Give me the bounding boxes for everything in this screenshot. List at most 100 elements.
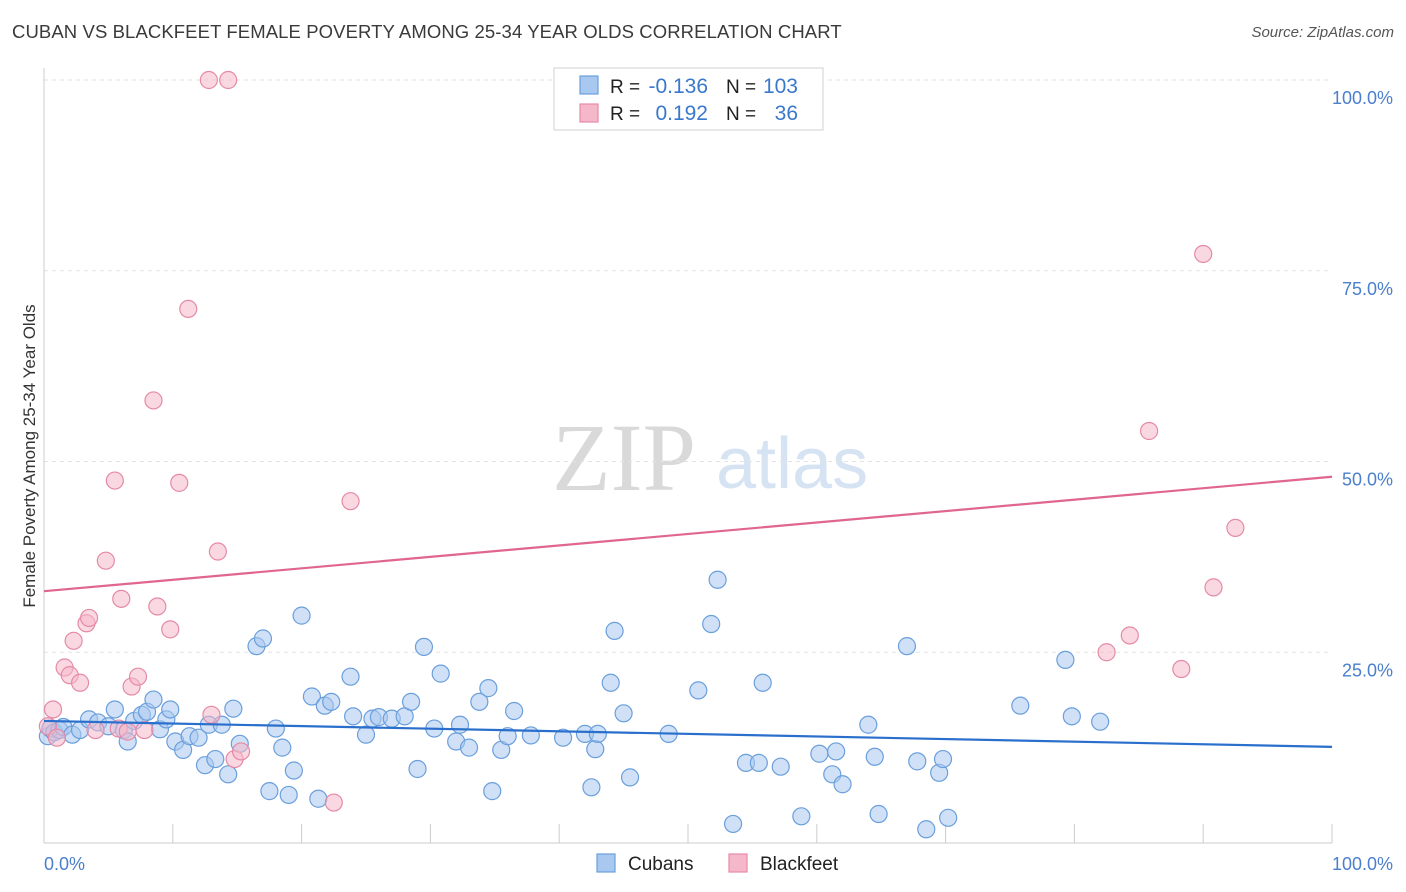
point-blackfeet: [324, 793, 343, 812]
point-cubans: [1011, 696, 1030, 715]
point-cubans: [601, 673, 620, 692]
x-tick-label-max: 100.0%: [1332, 854, 1393, 874]
point-cubans: [810, 744, 829, 763]
series-cubans: [38, 570, 1110, 839]
point-cubans: [521, 726, 540, 745]
y-tick-label: 50.0%: [1342, 470, 1393, 490]
point-cubans: [253, 629, 273, 648]
point-cubans: [865, 747, 884, 766]
point-cubans: [279, 785, 298, 805]
point-blackfeet: [1172, 659, 1191, 679]
point-blackfeet: [341, 492, 360, 511]
point-blackfeet: [128, 667, 148, 686]
y-tick-label: 25.0%: [1342, 660, 1393, 680]
point-cubans: [341, 667, 360, 686]
watermark-atlas: atlas: [716, 424, 868, 504]
point-cubans: [284, 761, 303, 780]
point-cubans: [459, 738, 479, 757]
point-cubans: [827, 742, 846, 761]
point-blackfeet: [161, 620, 180, 639]
legend-swatch-blackfeet: [579, 103, 599, 123]
point-cubans: [723, 814, 743, 834]
legend-n-value-blackfeet: 36: [775, 102, 798, 125]
point-cubans: [897, 637, 917, 656]
point-blackfeet: [170, 473, 189, 492]
point-blackfeet: [199, 70, 218, 90]
legend-box: [553, 67, 824, 131]
gridlines: [44, 79, 1332, 653]
legend-bottom: Cubans Blackfeet: [596, 853, 839, 875]
legend-bottom-swatch-cubans: [596, 853, 616, 873]
point-cubans: [479, 679, 498, 698]
watermark-zip: ZIP: [552, 404, 696, 511]
point-blackfeet: [79, 608, 99, 628]
legend-r-label-cubans: R =: [610, 77, 640, 98]
point-cubans: [1091, 712, 1110, 731]
y-axis-title: Female Poverty Among 25-34 Year Olds: [20, 304, 39, 607]
point-cubans: [917, 820, 936, 839]
legend-r-value-cubans: -0.136: [648, 75, 708, 98]
point-cubans: [553, 728, 573, 747]
point-cubans: [219, 765, 238, 784]
point-blackfeet: [105, 471, 124, 490]
point-blackfeet: [135, 720, 154, 740]
point-cubans: [431, 664, 450, 683]
point-cubans: [833, 775, 852, 794]
y-tick-label: 100.0%: [1332, 88, 1393, 108]
point-blackfeet: [70, 673, 90, 692]
y-axis-tick-labels: 25.0% 50.0% 75.0% 100.0%: [1332, 88, 1393, 680]
point-cubans: [105, 700, 124, 719]
point-cubans: [702, 614, 721, 634]
point-blackfeet: [1204, 578, 1223, 597]
legend-swatch-cubans: [579, 75, 599, 95]
legend-r-value-blackfeet: 0.192: [655, 102, 708, 125]
trend-line-blackfeet: [43, 475, 1333, 593]
point-cubans: [614, 704, 633, 723]
point-cubans: [483, 782, 502, 801]
point-cubans: [144, 690, 163, 709]
point-cubans: [401, 692, 421, 711]
point-blackfeet: [118, 722, 137, 741]
point-cubans: [505, 701, 524, 721]
x-tick-label-min: 0.0%: [44, 854, 85, 874]
point-cubans: [161, 700, 180, 719]
point-cubans: [273, 738, 292, 757]
point-cubans: [292, 606, 311, 625]
point-blackfeet: [43, 700, 63, 719]
point-blackfeet: [64, 631, 83, 650]
point-blackfeet: [179, 299, 198, 318]
point-blackfeet: [86, 720, 105, 740]
point-cubans: [206, 749, 225, 769]
trend-line-cubans: [43, 719, 1333, 748]
point-cubans: [933, 749, 953, 769]
point-blackfeet: [1194, 244, 1213, 264]
point-cubans: [771, 757, 790, 776]
point-cubans: [749, 753, 768, 772]
legend-n-value-cubans: 103: [763, 75, 798, 98]
point-cubans: [1056, 650, 1075, 669]
legend-bottom-label-cubans: Cubans: [628, 854, 694, 875]
point-cubans: [588, 724, 607, 743]
point-cubans: [344, 707, 363, 726]
point-cubans: [753, 673, 772, 692]
point-cubans: [1062, 707, 1081, 726]
point-blackfeet: [1140, 421, 1159, 441]
watermark: ZIP atlas: [552, 404, 868, 511]
point-cubans: [792, 807, 811, 826]
point-blackfeet: [1226, 518, 1245, 537]
point-blackfeet: [47, 728, 66, 747]
chart-title: CUBAN VS BLACKFEET FEMALE POVERTY AMONG …: [12, 21, 842, 42]
point-cubans: [605, 621, 624, 640]
point-blackfeet: [1120, 626, 1139, 645]
y-tick-label: 75.0%: [1342, 279, 1393, 299]
legend-n-label-blackfeet: N =: [726, 104, 756, 125]
point-cubans: [266, 719, 285, 738]
legend-bottom-label-blackfeet: Blackfeet: [760, 854, 839, 875]
point-cubans: [450, 715, 470, 734]
point-cubans: [408, 759, 427, 779]
point-blackfeet: [208, 542, 227, 561]
legend-n-label-cubans: N =: [726, 77, 756, 98]
legend-top: R = -0.136 N = 103 R = 0.192 N = 36: [553, 67, 824, 131]
legend-bottom-swatch-blackfeet: [728, 853, 748, 873]
